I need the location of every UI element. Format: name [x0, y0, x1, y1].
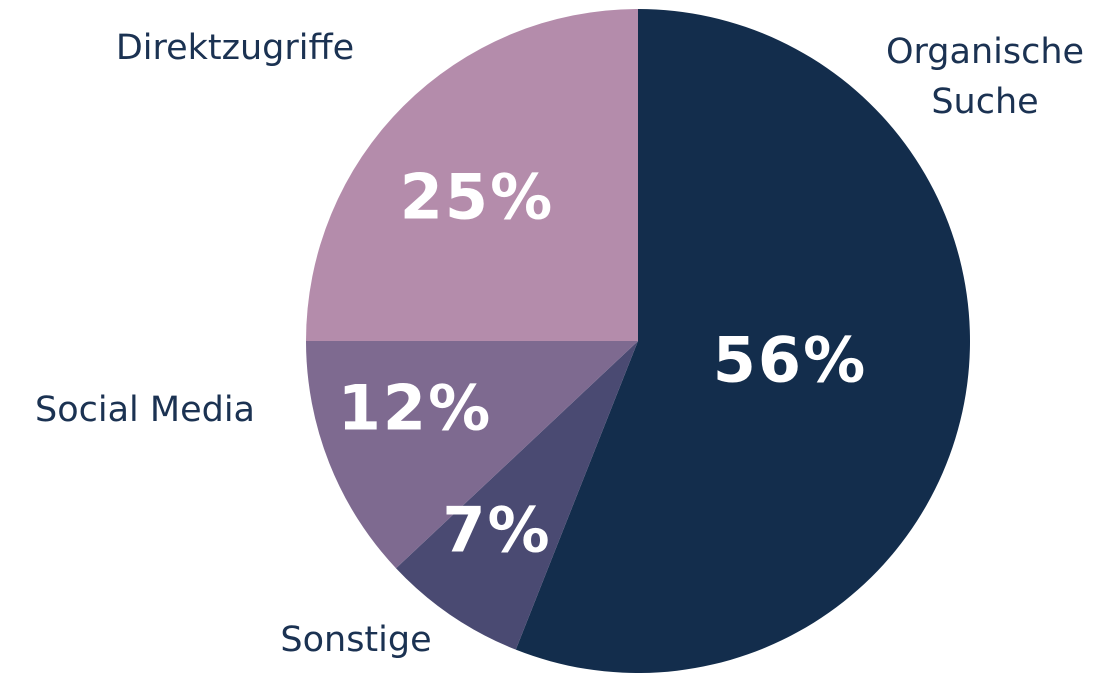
slice-label: Sonstige — [280, 620, 432, 660]
slice-label: Social Media — [34, 390, 255, 430]
slice-label: Direktzugriffe — [115, 28, 355, 68]
pie-slice — [306, 341, 638, 569]
value-label: 56% — [712, 323, 868, 397]
value-label: 7% — [442, 493, 552, 567]
pie-slice — [306, 9, 638, 341]
pie-slice — [515, 9, 971, 674]
value-label: 25% — [399, 160, 555, 234]
pie-slice — [395, 341, 638, 650]
value-label: 12% — [337, 371, 493, 445]
slice-label: Organische Suche — [885, 32, 1085, 122]
